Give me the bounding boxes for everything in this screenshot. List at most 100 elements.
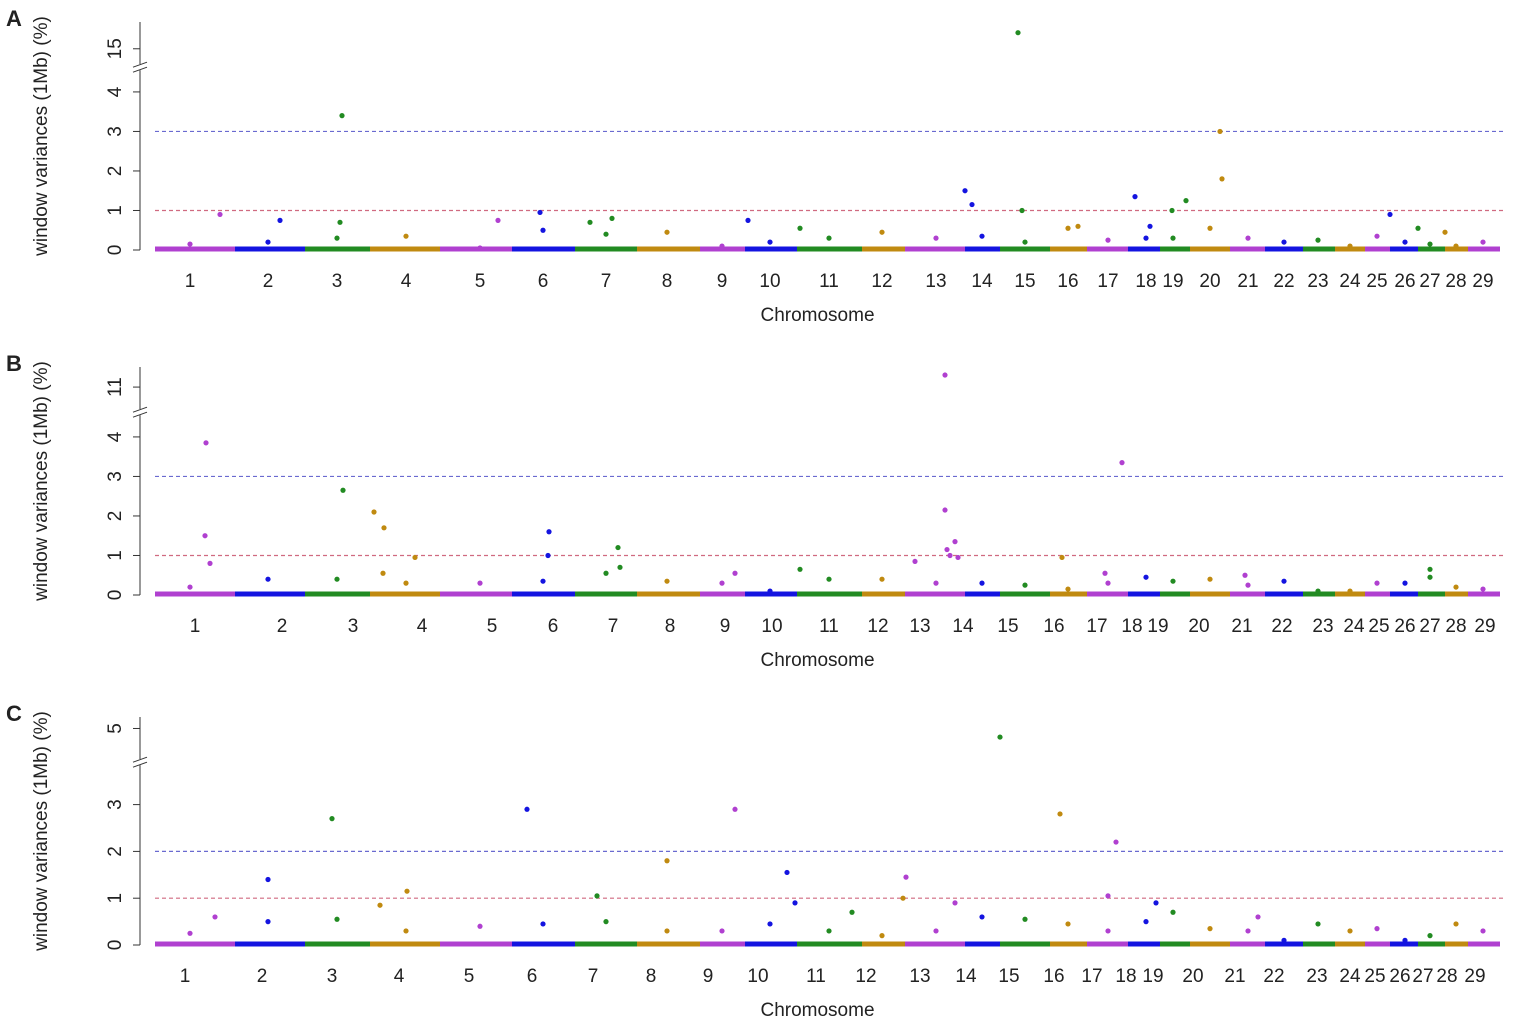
axis-break	[132, 756, 148, 763]
x-tick-label: 21	[1237, 271, 1258, 292]
point	[377, 902, 383, 908]
point	[1207, 576, 1213, 582]
point	[334, 235, 340, 241]
point	[617, 564, 623, 570]
point	[784, 869, 790, 876]
point	[1374, 233, 1380, 239]
x-tick-label: 13	[925, 271, 946, 292]
point	[1453, 921, 1459, 927]
point	[849, 909, 855, 915]
x-tick-label: 27	[1412, 966, 1433, 987]
point	[1207, 926, 1213, 932]
point	[664, 928, 670, 934]
point	[1132, 194, 1138, 200]
x-tick-label: 9	[717, 271, 728, 292]
y-tick-label: 2	[105, 166, 126, 177]
point	[1019, 207, 1025, 214]
y-tick-label: 1	[105, 893, 126, 904]
point	[797, 225, 803, 231]
x-axis-title: Chromosome	[760, 650, 874, 671]
x-tick-label: 23	[1307, 271, 1328, 292]
point	[1315, 237, 1321, 243]
point	[969, 201, 975, 208]
y-tick-label: 0	[105, 590, 126, 601]
point	[1119, 460, 1125, 466]
point	[329, 816, 335, 822]
x-tick-label: 29	[1472, 271, 1493, 292]
point	[952, 900, 958, 906]
x-tick-label: 22	[1271, 616, 1292, 637]
point	[1022, 582, 1028, 588]
point	[537, 209, 543, 216]
point	[1143, 235, 1149, 241]
x-tick-label: 27	[1419, 616, 1440, 637]
x-tick-label: 10	[761, 616, 782, 637]
point	[477, 245, 483, 251]
point	[615, 544, 621, 551]
x-tick-label: 19	[1142, 966, 1163, 987]
point	[403, 928, 409, 934]
x-tick-label: 2	[263, 271, 274, 292]
point	[1480, 928, 1486, 934]
x-tick-label: 14	[955, 966, 977, 987]
y-axis-title: window variances (1Mb) (%)	[31, 16, 52, 257]
point	[207, 560, 213, 566]
x-tick-label: 17	[1081, 966, 1102, 987]
point	[265, 576, 271, 582]
x-tick-label: 29	[1464, 966, 1485, 987]
x-tick-label: 22	[1263, 966, 1284, 987]
point	[1170, 909, 1176, 915]
point	[1207, 225, 1213, 231]
x-tick-label: 7	[588, 966, 599, 987]
point	[979, 914, 985, 920]
point	[1065, 225, 1071, 231]
point	[217, 211, 223, 218]
point	[339, 113, 345, 119]
x-tick-label: 26	[1394, 616, 1415, 637]
point	[664, 578, 670, 584]
point	[187, 584, 193, 590]
x-tick-label: 5	[464, 966, 475, 987]
x-tick-label: 5	[487, 616, 498, 637]
point	[719, 243, 725, 249]
point	[947, 552, 953, 559]
y-tick-label: 15	[105, 38, 126, 59]
x-tick-label: 4	[417, 616, 428, 637]
point	[477, 580, 483, 586]
point	[1427, 566, 1433, 572]
x-tick-label: 18	[1135, 271, 1156, 292]
point	[719, 928, 725, 934]
x-tick-label: 7	[601, 271, 612, 292]
axis-break	[132, 411, 148, 418]
point	[380, 570, 386, 576]
point	[265, 239, 271, 245]
point	[719, 580, 725, 586]
point	[1374, 926, 1380, 932]
point	[334, 916, 340, 922]
y-axis-title: window variances (1Mb) (%)	[31, 361, 52, 602]
point	[1347, 588, 1353, 594]
point	[1315, 588, 1321, 594]
panel-label: C	[6, 701, 22, 726]
point	[1347, 928, 1353, 934]
x-tick-label: 9	[720, 616, 731, 637]
point	[1281, 937, 1287, 943]
point	[594, 893, 600, 899]
point	[1065, 586, 1071, 592]
point	[1170, 578, 1176, 584]
point	[1065, 921, 1071, 927]
y-tick-label: 2	[105, 511, 126, 522]
point	[212, 914, 218, 920]
x-tick-label: 24	[1339, 271, 1361, 292]
point	[603, 231, 609, 237]
y-tick-label: 3	[105, 471, 126, 482]
point	[265, 876, 271, 883]
point	[1245, 582, 1251, 588]
point	[1480, 586, 1486, 592]
x-tick-label: 1	[180, 966, 191, 987]
point	[1480, 239, 1486, 245]
x-tick-label: 21	[1224, 966, 1245, 987]
x-tick-label: 8	[662, 271, 673, 292]
point	[1102, 570, 1108, 576]
